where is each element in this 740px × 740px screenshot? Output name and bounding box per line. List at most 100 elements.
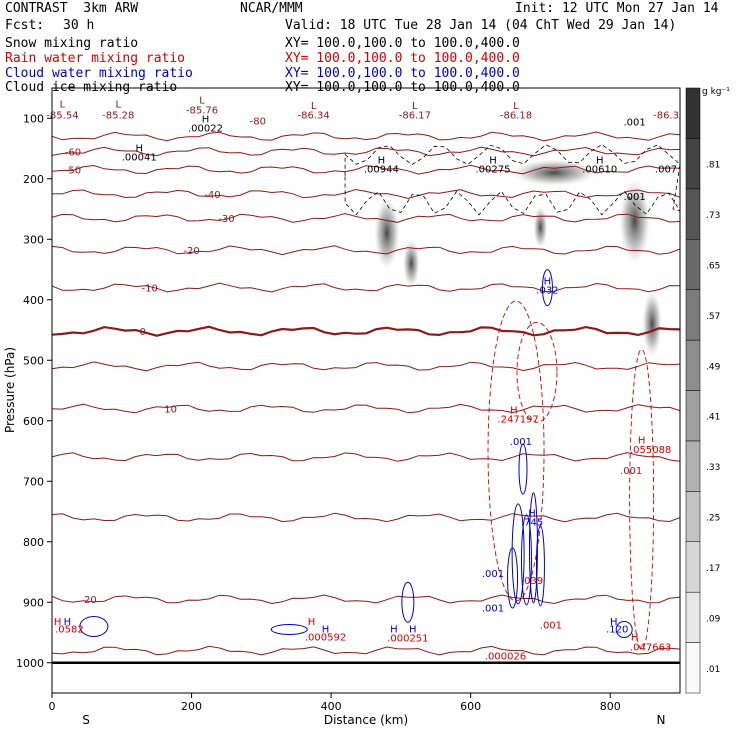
y-tick-label-8: 900 (23, 596, 44, 609)
center-title: NCAR/MMM (240, 1, 303, 16)
snow-shading-0 (374, 197, 400, 270)
isotherm-12 (52, 594, 680, 605)
y-tick-label-4: 500 (23, 354, 44, 367)
y-tick-label-1: 200 (23, 173, 44, 186)
annotation-35: H (528, 508, 536, 519)
annotation-14: -86.18 (500, 110, 532, 121)
snow-shading-3 (619, 179, 651, 264)
y-tick-label-7: 800 (23, 536, 44, 549)
cloud-water-contour-7 (401, 581, 415, 623)
colorbar-swatch-6 (685, 339, 701, 391)
colorbar-label-6: .49 (706, 362, 721, 372)
annotation-23: H (596, 156, 604, 167)
cloud-water-contour-10 (615, 620, 633, 638)
cloud-ice-contour (344, 144, 680, 216)
legend-cloud-water: Cloud water mixing ratio (5, 66, 193, 81)
legend-snow-xy: XY= 100.0,100.0 to 100.0,400.0 (285, 36, 520, 51)
colorbar-swatch-7 (685, 289, 701, 341)
x-axis-title: Distance (km) (324, 713, 408, 727)
isotherm-7 (52, 325, 680, 337)
annotation-50: H (610, 617, 618, 628)
annotation-12: -86.17 (399, 110, 431, 121)
colorbar-label-3: .25 (706, 514, 720, 524)
annotation-38: .039 (521, 576, 543, 587)
annotation-21: H (489, 156, 497, 167)
annotation-26: .001 (624, 192, 646, 203)
annotation-1: -85.54 (46, 110, 78, 121)
isotherm-3 (52, 188, 680, 199)
snow-shading-4 (642, 290, 662, 357)
annotation-20: .00944 (364, 165, 399, 176)
isotherm-label-3: -30 (218, 214, 234, 225)
annotation-13: L (513, 101, 519, 112)
y-axis-title: Pressure (hPa) (3, 347, 17, 433)
colorbar-swatch-2 (685, 541, 701, 593)
colorbar-label-0: .01 (706, 665, 720, 675)
isotherm-label-7: 10 (164, 405, 177, 416)
colorbar-swatch-4 (685, 440, 701, 492)
colorbar-swatch-5 (685, 390, 701, 442)
annotation-9: L (311, 101, 317, 112)
y-tick-label-2: 300 (23, 233, 44, 246)
annotation-28: .032 (536, 286, 558, 297)
annotation-6: H (202, 114, 210, 125)
colorbar-label-1: .09 (706, 614, 721, 624)
colorbar-label-5: .41 (706, 413, 720, 423)
annotation-29: H (510, 405, 518, 416)
annotation-11: L (412, 101, 418, 112)
endpoint-north: N (657, 713, 666, 727)
colorbar-label-8: .65 (706, 261, 720, 271)
isotherm-11 (52, 512, 680, 523)
annotation-2: L (115, 99, 121, 110)
isotherm-2 (52, 164, 680, 175)
init-time: Init: 12 UTC Mon 27 Jan 14 (515, 1, 719, 16)
isotherm-6 (52, 282, 680, 293)
legend-cloud-water-xy: XY= 100.0,100.0 to 100.0,400.0 (285, 66, 520, 81)
annotation-18: .00041 (122, 153, 157, 164)
colorbar-label-9: .73 (706, 211, 720, 221)
annotation-30: .247197 (497, 415, 538, 426)
colorbar-label-10: .81 (706, 161, 720, 171)
annotation-24: .00610 (582, 165, 617, 176)
annotation-53: .047663 (630, 643, 671, 654)
colorbar-unit: g kg⁻¹ (702, 87, 730, 97)
legend-rain-xy: XY= 100.0,100.0 to 100.0,400.0 (285, 51, 520, 66)
isotherm-5 (52, 245, 680, 256)
cloud-water-contour-6 (541, 269, 553, 307)
annotation-32: H (638, 436, 646, 447)
colorbar-label-7: .57 (706, 312, 720, 322)
y-tick-label-0: 100 (23, 112, 44, 125)
cloud-water-contour-9 (270, 623, 308, 635)
isotherm-8 (52, 361, 680, 372)
cloud-water-contour-4 (507, 547, 519, 609)
forecast-value: 30 h (63, 18, 95, 33)
annotation-33: .055088 (630, 445, 671, 456)
x-tick-label-2: 400 (321, 700, 342, 713)
colorbar-label-2: .17 (706, 564, 720, 574)
cloud-water-contour-5 (518, 443, 528, 495)
endpoint-south: S (82, 713, 90, 727)
annotation-17: H (135, 144, 143, 155)
annotation-25: .007 (655, 165, 677, 176)
colorbar-swatch-8 (685, 239, 701, 290)
annotation-3: -85.28 (102, 110, 134, 121)
rain-contour-1 (629, 348, 655, 650)
legend-rain: Rain water mixing ratio (5, 51, 186, 66)
snow-shading-5 (533, 206, 548, 249)
colorbar-swatch-11 (685, 87, 701, 139)
isotherm-label-6: 0 (140, 327, 146, 338)
valid-time: Valid: 18 UTC Tue 28 Jan 14 (04 ChT Wed … (285, 18, 677, 33)
annotation-10: -86.34 (298, 110, 330, 121)
isotherm-label-1: -50 (65, 166, 81, 177)
annotation-27: H (544, 277, 552, 288)
y-tick-label-5: 600 (23, 415, 44, 428)
annotation-42: H (64, 617, 72, 628)
colorbar-swatch-10 (685, 138, 701, 190)
annotation-0: L (60, 99, 66, 110)
isotherm-4 (52, 213, 680, 223)
annotation-31: .001 (510, 437, 532, 448)
colorbar-label-4: .33 (706, 463, 720, 473)
annotation-7: .00022 (188, 124, 223, 135)
y-tick-label-9: 1000 (16, 657, 44, 670)
